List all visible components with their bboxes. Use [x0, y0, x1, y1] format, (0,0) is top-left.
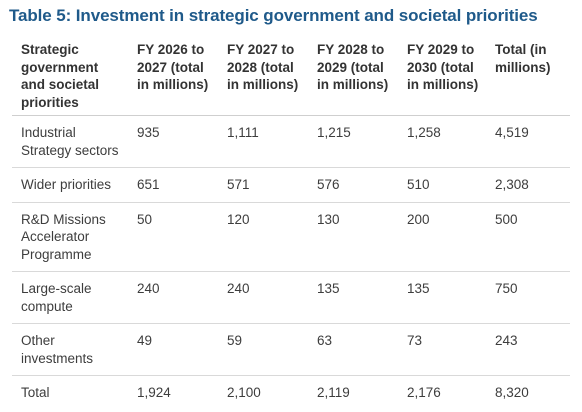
table-title: Table 5: Investment in strategic governm… — [9, 6, 538, 25]
table-cell: Large-scale compute — [12, 271, 128, 324]
table-cell: Industrial Strategy sectors — [12, 115, 128, 168]
table-cell: Wider priorities — [12, 167, 128, 203]
table-row: Other investments 49 59 63 73 243 — [12, 323, 570, 376]
table-cell: 1,924 — [137, 385, 171, 400]
table-cell: 935 — [128, 115, 218, 168]
column-header-fy2027: FY 2027 to 2028 (total in millions) — [218, 38, 308, 116]
table-cell: 243 — [486, 323, 570, 376]
table-cell: 8,320 — [495, 385, 529, 400]
table-cell: 2,176 — [407, 385, 441, 400]
investment-table: Strategic government and societal priori… — [12, 38, 570, 410]
table-cell: 750 — [486, 271, 570, 324]
table-cell: 73 — [398, 323, 486, 376]
table-cell: 1,258 — [398, 115, 486, 168]
column-header-fy2029: FY 2029 to 2030 (total in millions) — [398, 38, 486, 116]
table-cell: 576 — [308, 167, 398, 203]
table-cell: 50 — [128, 202, 218, 272]
table-cell: 240 — [128, 271, 218, 324]
column-header-fy2026: FY 2026 to 2027 (total in millions) — [128, 38, 218, 116]
column-header-total: Total (in millions) — [486, 38, 570, 116]
table-cell: 1,215 — [308, 115, 398, 168]
column-header-priorities: Strategic government and societal priori… — [12, 38, 128, 116]
table-cell: 571 — [218, 167, 308, 203]
table-body: Industrial Strategy sectors 935 1,111 1,… — [12, 115, 570, 410]
table-cell: 49 — [128, 323, 218, 376]
table-cell: 200 — [398, 202, 486, 272]
table-cell: 59 — [218, 323, 308, 376]
table-cell: 63 — [308, 323, 398, 376]
table-header: Strategic government and societal priori… — [12, 38, 570, 116]
table-cell: 135 — [308, 271, 398, 324]
table-cell: 2,119 — [317, 385, 350, 400]
table-cell: R&D Missions Accelerator Programme — [12, 202, 128, 272]
table-cell: 500 — [486, 202, 570, 272]
table-cell: 2,308 — [486, 167, 570, 203]
table-cell: Total — [21, 385, 50, 400]
column-header-fy2028: FY 2028 to 2029 (total in millions) — [308, 38, 398, 116]
table-row: Industrial Strategy sectors 935 1,111 1,… — [12, 115, 570, 168]
table-cell: 1,111 — [218, 115, 308, 168]
header-row: Strategic government and societal priori… — [12, 38, 570, 116]
table-row: R&D Missions Accelerator Programme 50 12… — [12, 202, 570, 272]
table-cell: 2,100 — [227, 385, 261, 400]
table-cell: 135 — [398, 271, 486, 324]
table-cell: Other investments — [12, 323, 128, 376]
table-cell: 240 — [218, 271, 308, 324]
table-cell: 651 — [128, 167, 218, 203]
table-cell: 4,519 — [486, 115, 570, 168]
table-row-total: Total 1,924 2,100 2,119 2,176 8,320 — [12, 376, 570, 410]
table-row: Wider priorities 651 571 576 510 2,308 — [12, 167, 570, 203]
table-cell: 510 — [398, 167, 486, 203]
table-cell: 120 — [218, 202, 308, 272]
table-row: Large-scale compute 240 240 135 135 750 — [12, 271, 570, 324]
table-cell: 130 — [308, 202, 398, 272]
